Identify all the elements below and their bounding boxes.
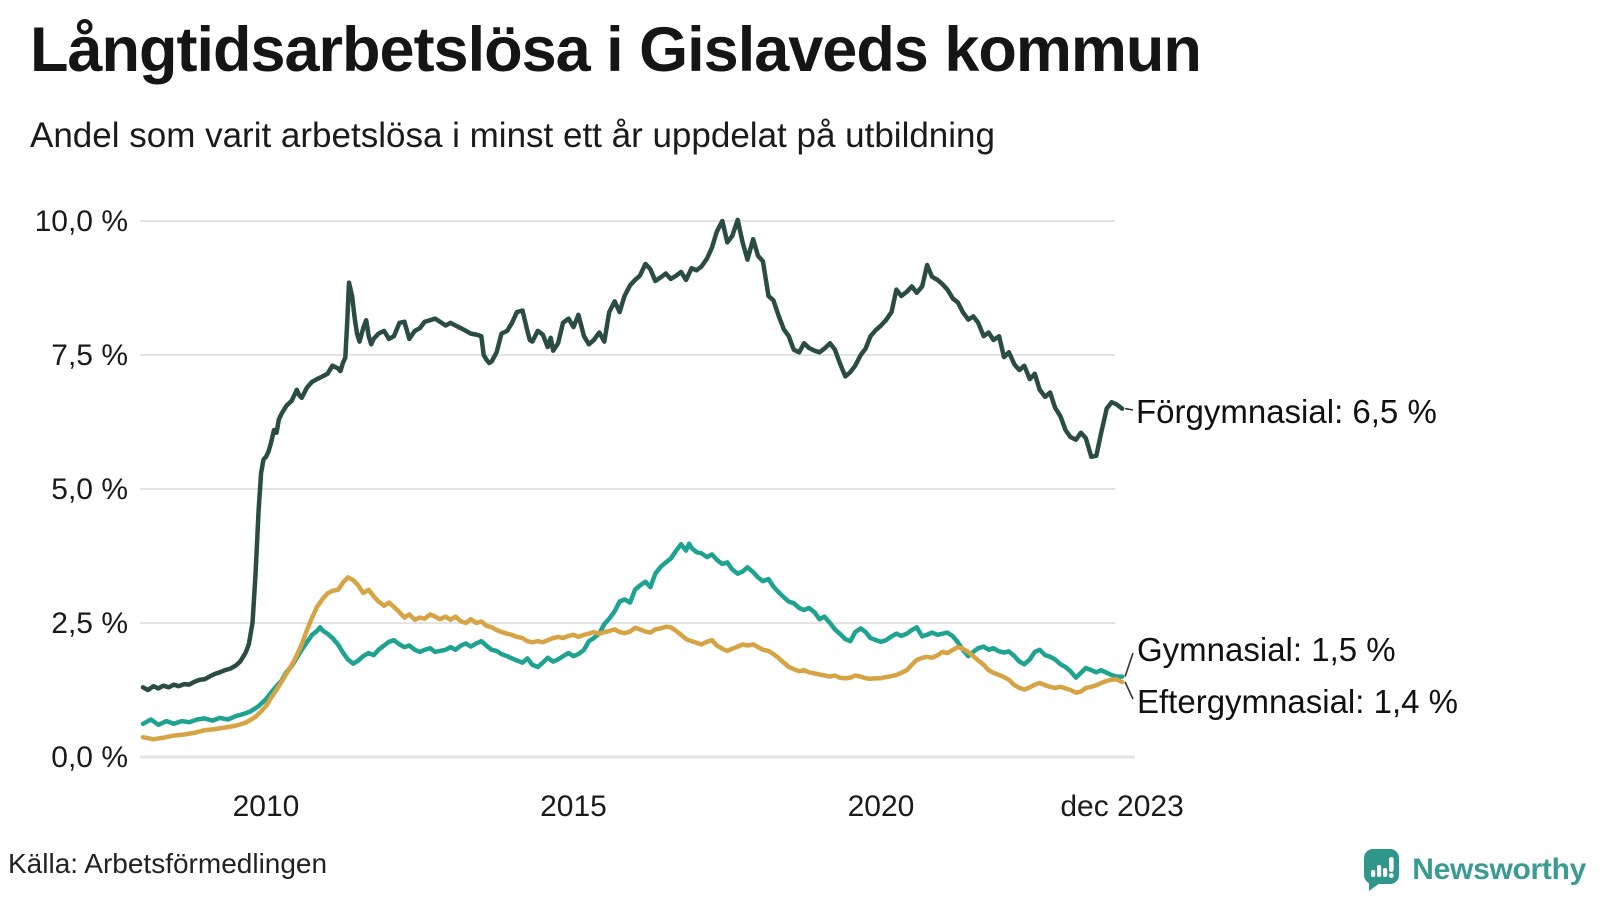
page-title: Långtidsarbetslösa i Gislaveds kommun	[30, 15, 1202, 85]
series-line-eftergymnasial	[140, 575, 1125, 742]
x-tick-label: 2010	[233, 790, 300, 823]
newsworthy-logo-icon	[1364, 849, 1400, 891]
page-subtitle: Andel som varit arbetslösa i minst ett å…	[30, 116, 995, 155]
x-tick-label: 2020	[848, 790, 915, 823]
x-tick-label: 2015	[540, 790, 607, 823]
y-tick-label: 5,0 %	[51, 473, 128, 506]
y-tick-label: 7,5 %	[51, 339, 128, 372]
series-end-label-eftergymnasial: Eftergymnasial: 1,4 %	[1137, 683, 1458, 720]
y-tick-label: 0,0 %	[51, 741, 128, 774]
label-connector-forgymnasial	[1124, 407, 1134, 411]
x-tick-label: dec 2023	[1060, 790, 1183, 823]
label-connector-eftergymnasial	[1124, 681, 1134, 700]
brand-name: Newsworthy	[1412, 853, 1586, 886]
source-note: Källa: Arbetsförmedlingen	[8, 848, 328, 879]
y-tick-label: 10,0 %	[35, 205, 128, 238]
y-tick-label: 2,5 %	[51, 607, 128, 640]
series-end-label-forgymnasial: Förgymnasial: 6,5 %	[1136, 393, 1437, 430]
series-line-forgymnasial	[140, 217, 1125, 693]
label-connector-gymnasial	[1124, 652, 1134, 677]
series-end-label-gymnasial: Gymnasial: 1,5 %	[1137, 631, 1396, 668]
series-line-gymnasial	[140, 541, 1125, 728]
newsworthy-brand: Newsworthy	[1362, 848, 1586, 892]
